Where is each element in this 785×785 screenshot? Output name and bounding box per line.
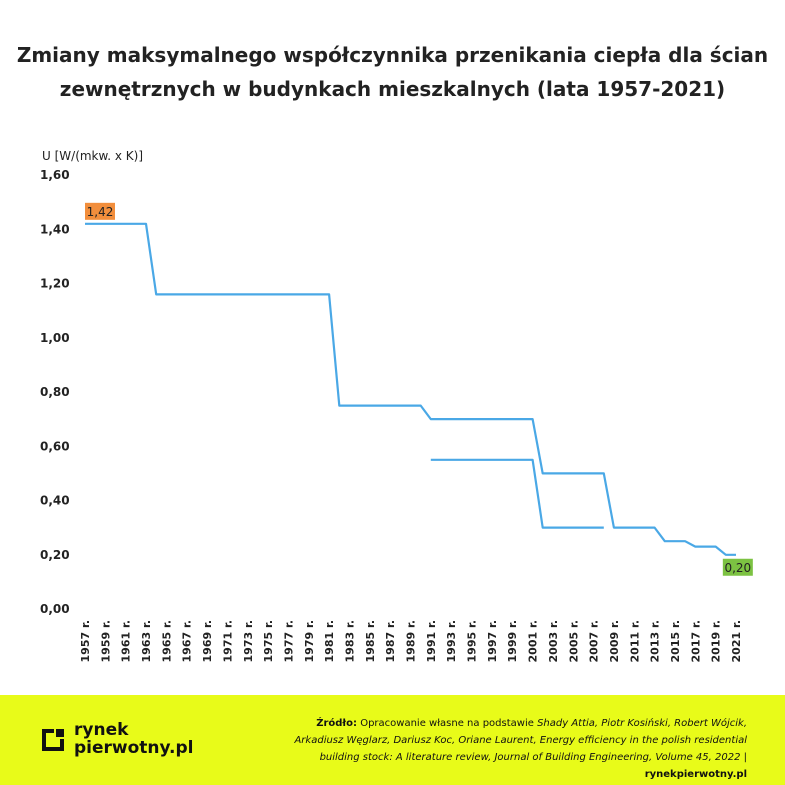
y-tick-label: 1,60: [40, 168, 70, 182]
value-badge-bg: [85, 202, 115, 220]
source-line3: building stock: A literature review, Jou…: [319, 752, 741, 763]
x-tick-label: 2009 r.: [608, 620, 621, 662]
y-tick-label: 0,20: [40, 548, 70, 562]
source-authors: Shady Attia, Piotr Kosiński, Robert Wójc…: [537, 718, 747, 729]
chart-title-line2: zewnętrznych w budynkach mieszkalnych (l…: [59, 77, 726, 101]
value-badge-label: 0,20: [724, 561, 751, 575]
line-chart: U [W/(mkw. x K)] 0,00 0,20 0,40 0,60 0,80 1,0…: [40, 149, 753, 662]
x-tick-label: 1977 r.: [282, 620, 295, 662]
chart-title-line1: Zmiany maksymalnego współczynnika przeni…: [16, 43, 769, 67]
value-badge: 0,20: [722, 558, 753, 576]
x-tick-label: 1999 r.: [506, 620, 519, 662]
y-tick-label: 0,00: [40, 602, 70, 616]
x-tick-label: 1967 r.: [181, 620, 194, 662]
y-tick-label: 0,40: [40, 494, 70, 508]
value-badge-bg: [722, 558, 753, 576]
logo-wordmark: rynek pierwotny.pl: [74, 721, 194, 757]
y-tick-label: 0,60: [40, 439, 70, 453]
x-tick-label: 2007 r.: [588, 620, 601, 662]
x-tick-label: 2017 r.: [689, 620, 702, 662]
x-tick-label: 1969 r.: [201, 620, 214, 662]
x-tick-label: 1963 r.: [140, 620, 153, 662]
y-tick-label: 1,00: [40, 331, 70, 345]
x-tick-label: 2005 r.: [567, 620, 580, 662]
x-tick-label: 1961 r.: [120, 620, 133, 662]
source-line2: Arkadiusz Węglarz, Dariusz Koc, Oriane L…: [294, 735, 747, 746]
x-tick-label: 2013 r.: [649, 620, 662, 662]
series-line-2: [430, 458, 604, 529]
y-tick-label: 1,20: [40, 277, 70, 291]
x-tick-label: 1993 r.: [445, 620, 458, 662]
source-text-1: Opracowanie własne na podstawie: [357, 718, 538, 729]
x-tick-label: 2021 r.: [730, 620, 743, 662]
x-tick-label: 1959 r.: [99, 620, 112, 662]
x-tick-label: 1971 r.: [221, 620, 234, 662]
x-tick-label: 1985 r.: [364, 620, 377, 662]
x-tick-label: 2003 r.: [547, 620, 560, 662]
logo-line2: pierwotny.pl: [74, 738, 194, 758]
x-tick-label: 1975 r.: [262, 620, 275, 662]
y-axis-label: U [W/(mkw. x K)]: [42, 149, 143, 163]
x-tick-label: 1957 r.: [79, 620, 92, 662]
x-tick-label: 2011 r.: [628, 620, 641, 662]
source-label: Źródło:: [316, 718, 358, 729]
footer-bar: rynek pierwotny.pl Źródło: Opracowanie w…: [0, 695, 785, 785]
x-tick-label: 1981 r.: [323, 620, 336, 662]
x-tick-label: 1979 r.: [303, 620, 316, 662]
y-tick-label: 0,80: [40, 385, 70, 399]
x-tick-label: 1973 r.: [242, 620, 255, 662]
x-tick-label: 1995 r.: [466, 620, 479, 662]
x-tick-label: 2015 r.: [669, 620, 682, 662]
value-badge: 1,42: [85, 202, 115, 220]
logo-line1: rynek: [74, 720, 129, 740]
source-sep: |: [740, 752, 747, 763]
chart-title: Zmiany maksymalnego współczynnika przeni…: [0, 38, 785, 106]
x-tick-label: 1991 r.: [425, 620, 438, 662]
x-tick-label: 1997 r.: [486, 620, 499, 662]
source-site-link[interactable]: rynekpierwotny.pl: [644, 769, 747, 780]
brand-logo[interactable]: rynek pierwotny.pl: [40, 719, 200, 763]
x-tick-label: 2019 r.: [710, 620, 723, 662]
x-tick-label: 1965 r.: [160, 620, 173, 662]
y-tick-label: 1,40: [40, 222, 70, 236]
series-line-1: [85, 222, 736, 556]
x-tick-label: 1987 r.: [384, 620, 397, 662]
source-note: Źródło: Opracowanie własne na podstawie …: [227, 715, 747, 783]
value-badge-label: 1,42: [87, 205, 114, 219]
logo-mark-icon: [42, 727, 66, 751]
x-tick-label: 1989 r.: [405, 620, 418, 662]
x-tick-label: 2001 r.: [527, 620, 540, 662]
x-tick-label: 1983 r.: [343, 620, 356, 662]
